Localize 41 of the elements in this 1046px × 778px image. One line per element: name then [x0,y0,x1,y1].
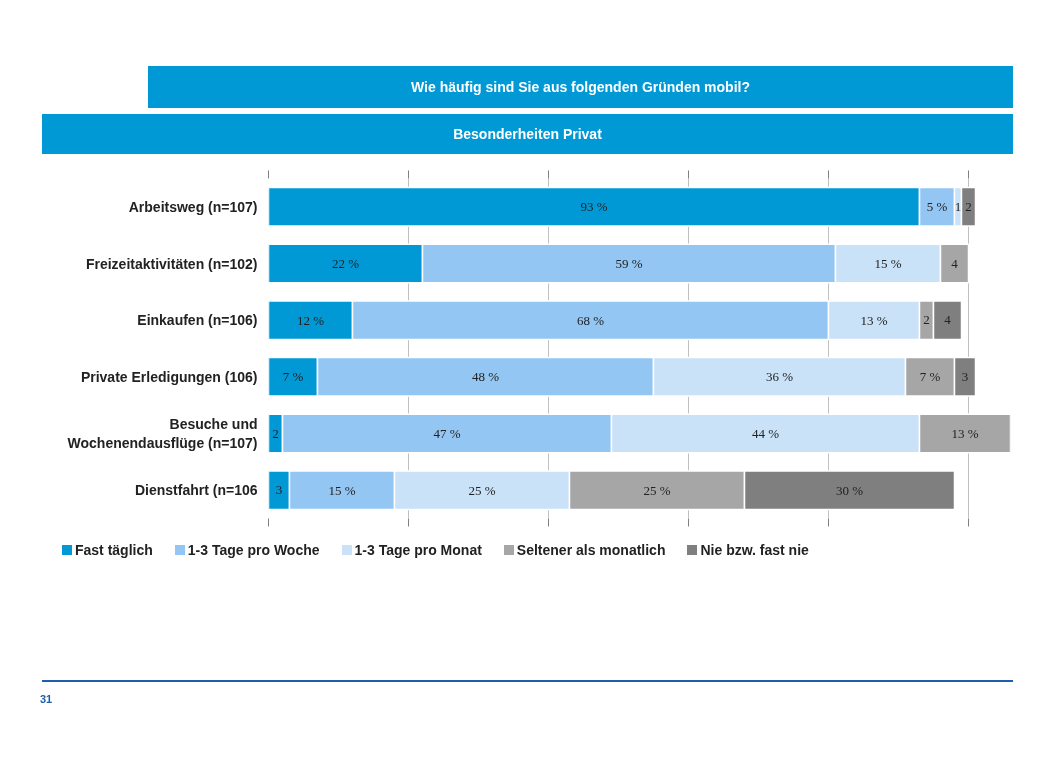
data-label: 4 [944,312,952,328]
y-tick-label: Freizeitaktivitäten (n=102) [85,255,258,272]
data-label: 2 [965,198,972,214]
data-label: 15 % [874,256,902,271]
data-label: 7 % [919,369,941,385]
data-label: 25 % [468,482,496,498]
data-label: 4 [951,255,959,271]
legend-label: Seltener als monatlich [515,541,666,560]
chart-title: Wie häufig sind Sie aus folgenden Gründen mobil? [410,78,750,97]
legend-label: 1-3 Tage pro Woche [186,541,320,560]
y-tick-label: Arbeitsweg (n=107) [128,198,258,215]
y-tick-label: Besuche und Wochenendausflüge (n=107) [67,415,258,452]
chart-subtitle: Besonderheiten Privat [453,125,602,144]
data-label: 5 % [926,199,948,215]
data-label: 44 % [751,426,780,441]
data-label: 68 % [576,312,605,328]
data-label: 30 % [835,482,864,498]
data-label: 13 % [951,426,979,441]
data-label: 36 % [765,369,794,385]
y-tick-label: Private Erledigungen (106) [80,368,258,385]
data-label: 2 [272,425,279,441]
data-label: 7 % [282,369,304,385]
data-label: 25 % [643,482,671,498]
data-label: 3 [961,368,969,384]
legend-label: Fast täglich [74,541,153,560]
data-label: 1 [954,198,962,214]
data-label: 13 % [860,312,888,328]
text: 31 [40,692,53,707]
data-label: 48 % [471,369,500,385]
data-label: 22 % [331,256,360,271]
data-label: 15 % [328,482,356,498]
data-label: 12 % [296,312,325,328]
y-tick-label: Einkaufen (n=106) [137,312,258,329]
data-label: 47 % [433,426,461,441]
legend-label: 1-3 Tage pro Monat [353,541,482,560]
data-label: 93 % [580,199,608,215]
y-tick-label: Dienstfahrt (n=106 [134,482,258,499]
data-label: 2 [923,312,930,328]
data-label: 59 % [615,256,643,271]
data-label: 3 [275,482,283,498]
legend-label: Nie bzw. fast nie [699,541,809,560]
